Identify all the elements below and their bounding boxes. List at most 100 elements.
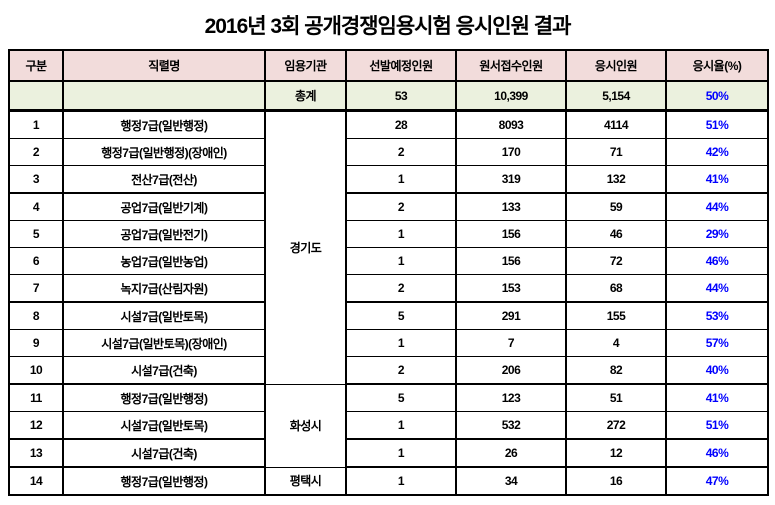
series-name-cell: 행정7급(일반행정) <box>62 383 266 412</box>
total-no-cell <box>8 80 64 112</box>
total-attended-cell: 5,154 <box>565 80 667 112</box>
applied-count-cell: 34 <box>455 466 567 496</box>
rate-cell: 42% <box>665 138 769 166</box>
rate-cell: 44% <box>665 192 769 221</box>
attended-count-cell: 272 <box>565 411 667 440</box>
planned-count-cell: 1 <box>345 438 457 468</box>
planned-count-cell: 2 <box>345 274 457 303</box>
attended-count-cell: 59 <box>565 192 667 221</box>
applied-count-cell: 206 <box>455 356 567 385</box>
attended-count-cell: 12 <box>565 438 667 468</box>
applied-count-cell: 156 <box>455 247 567 275</box>
attended-count-cell: 16 <box>565 466 667 496</box>
total-row: 총계 53 10,399 5,154 50% <box>8 80 769 112</box>
series-name-cell: 녹지7급(산림자원) <box>62 274 266 303</box>
planned-count-cell: 1 <box>345 165 457 194</box>
table-row: 10 시설7급(건축) 2 206 82 40% <box>8 356 769 385</box>
row-number-cell: 13 <box>8 438 64 468</box>
table-body: 1 행정7급(일반행정) 경기도 28 8093 4114 51% 2 행정7급(일반행정)(장… <box>8 110 769 496</box>
table-row: 5 공업7급(일반전기) 1 156 46 29% <box>8 220 769 248</box>
table-row: 14 행정7급(일반행정) 평택시 1 34 16 47% <box>8 466 769 496</box>
series-name-cell: 행정7급(일반행정) <box>62 466 266 496</box>
series-name-cell: 시설7급(건축) <box>62 356 266 385</box>
planned-count-cell: 1 <box>345 411 457 440</box>
attended-count-cell: 82 <box>565 356 667 385</box>
row-number-cell: 8 <box>8 301 64 330</box>
series-name-cell: 시설7급(일반토목) <box>62 411 266 440</box>
series-name-cell: 공업7급(일반전기) <box>62 220 266 248</box>
attended-count-cell: 72 <box>565 247 667 275</box>
rate-cell: 29% <box>665 220 769 248</box>
row-number-cell: 5 <box>8 220 64 248</box>
rate-cell: 47% <box>665 466 769 496</box>
agency-cell: 평택시 <box>264 466 347 496</box>
table-row: 7 녹지7급(산림자원) 2 153 68 44% <box>8 274 769 303</box>
row-number-cell: 6 <box>8 247 64 275</box>
col-header-series: 직렬명 <box>62 49 266 82</box>
row-number-cell: 3 <box>8 165 64 194</box>
applied-count-cell: 170 <box>455 138 567 166</box>
total-applied-cell: 10,399 <box>455 80 567 112</box>
table-row: 1 행정7급(일반행정) 경기도 28 8093 4114 51% <box>8 110 769 385</box>
col-header-rate: 응시율(%) <box>665 49 769 82</box>
col-header-attended: 응시인원 <box>565 49 667 82</box>
table-header: 구분 직렬명 임용기관 선발예정인원 원서접수인원 응시인원 응시율(%) <box>8 49 769 82</box>
series-name-cell: 행정7급(일반행정) <box>62 110 266 139</box>
series-name-cell: 시설7급(일반토목) <box>62 301 266 330</box>
table-row: 3 전산7급(전산) 1 319 132 41% <box>8 165 769 194</box>
page-title: 2016년 3회 공개경쟁임용시험 응시인원 결과 <box>204 15 572 38</box>
rate-cell: 51% <box>665 411 769 440</box>
applied-count-cell: 291 <box>455 301 567 330</box>
applied-count-cell: 532 <box>455 411 567 440</box>
planned-count-cell: 2 <box>345 138 457 166</box>
row-number-cell: 11 <box>8 383 64 412</box>
series-name-cell: 공업7급(일반기계) <box>62 192 266 221</box>
row-number-cell: 1 <box>8 110 64 139</box>
col-header-applied: 원서접수인원 <box>455 49 567 82</box>
attended-count-cell: 132 <box>565 165 667 194</box>
rate-cell: 57% <box>665 329 769 357</box>
attended-count-cell: 68 <box>565 274 667 303</box>
table-row: 2 행정7급(일반행정)(장애인) 2 170 71 42% <box>8 138 769 166</box>
attended-count-cell: 46 <box>565 220 667 248</box>
total-rate-cell: 50% <box>665 80 769 112</box>
row-number-cell: 4 <box>8 192 64 221</box>
applied-count-cell: 156 <box>455 220 567 248</box>
row-number-cell: 2 <box>8 138 64 166</box>
planned-count-cell: 2 <box>345 192 457 221</box>
applied-count-cell: 319 <box>455 165 567 194</box>
col-header-planned: 선발예정인원 <box>345 49 457 82</box>
rate-cell: 41% <box>665 383 769 412</box>
attended-count-cell: 51 <box>565 383 667 412</box>
planned-count-cell: 1 <box>345 466 457 496</box>
planned-count-cell: 2 <box>345 356 457 385</box>
total-label-cell: 총계 <box>264 80 347 112</box>
applied-count-cell: 133 <box>455 192 567 221</box>
row-number-cell: 10 <box>8 356 64 385</box>
applied-count-cell: 123 <box>455 383 567 412</box>
row-number-cell: 12 <box>8 411 64 440</box>
attended-count-cell: 4114 <box>565 110 667 139</box>
total-series-cell <box>62 80 266 112</box>
series-name-cell: 행정7급(일반행정)(장애인) <box>62 138 266 166</box>
rate-cell: 40% <box>665 356 769 385</box>
planned-count-cell: 5 <box>345 301 457 330</box>
col-header-agency: 임용기관 <box>264 49 347 82</box>
series-name-cell: 농업7급(일반농업) <box>62 247 266 275</box>
rate-cell: 51% <box>665 110 769 139</box>
col-header-no: 구분 <box>8 49 64 82</box>
applied-count-cell: 26 <box>455 438 567 468</box>
applied-count-cell: 7 <box>455 329 567 357</box>
table-row: 8 시설7급(일반토목) 5 291 155 53% <box>8 301 769 330</box>
planned-count-cell: 5 <box>345 383 457 412</box>
attended-count-cell: 71 <box>565 138 667 166</box>
applied-count-cell: 8093 <box>455 110 567 139</box>
exam-results-table: 구분 직렬명 임용기관 선발예정인원 원서접수인원 응시인원 응시율(%) 총계… <box>8 49 769 496</box>
planned-count-cell: 1 <box>345 329 457 357</box>
row-number-cell: 14 <box>8 466 64 496</box>
table-row: 11 행정7급(일반행정) 화성시 5 123 51 41% <box>8 383 769 468</box>
planned-count-cell: 1 <box>345 220 457 248</box>
table-row: 4 공업7급(일반기계) 2 133 59 44% <box>8 192 769 221</box>
attended-count-cell: 4 <box>565 329 667 357</box>
rate-cell: 46% <box>665 438 769 468</box>
